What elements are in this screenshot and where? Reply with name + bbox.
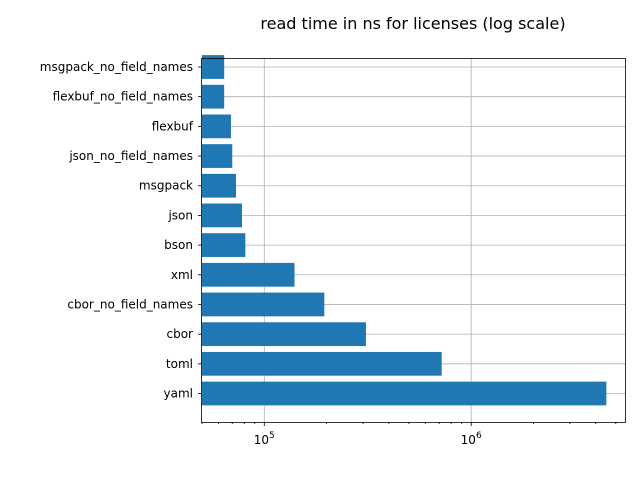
y-tick-label: toml [166,357,193,371]
bar-msgpack-no-field-names [202,55,225,79]
y-axis: yaml toml cbor cbor_no_field_names xml bson js… [40,60,202,401]
y-tick-label: xml [171,268,193,282]
y-tick-label: flexbuf [152,119,194,133]
bar-yaml [202,381,607,406]
chart-title: read time in ns for licenses (log scale) [260,14,565,33]
bar-json-no-field-names [202,144,233,168]
y-tick-label: msgpack_no_field_names [40,60,193,74]
bar-cbor [202,322,366,347]
y-tick-label: flexbuf_no_field_names [53,90,193,104]
bar-xml [202,262,295,287]
bar-msgpack [202,173,237,198]
bars-layer [202,55,607,406]
y-tick-label: yaml [164,387,193,401]
bar-flexbuf-no-field-names [202,84,225,109]
x-tick-label: 105 [254,431,275,447]
y-tick-label: json_no_field_names [68,149,193,163]
y-tick-label: msgpack [139,179,193,193]
x-tick-label: 106 [461,431,482,447]
bar-toml [202,351,442,376]
bar-bson [202,233,246,257]
y-tick-label: json [167,208,193,222]
bar-json [202,203,242,228]
bar-flexbuf [202,114,231,139]
y-tick-label: bson [164,238,193,252]
bar-cbor-no-field-names [202,292,325,317]
y-tick-label: cbor_no_field_names [67,297,193,311]
x-axis: 105 106 [201,422,617,447]
y-tick-label: cbor [167,327,194,341]
plot-frame [201,58,626,423]
